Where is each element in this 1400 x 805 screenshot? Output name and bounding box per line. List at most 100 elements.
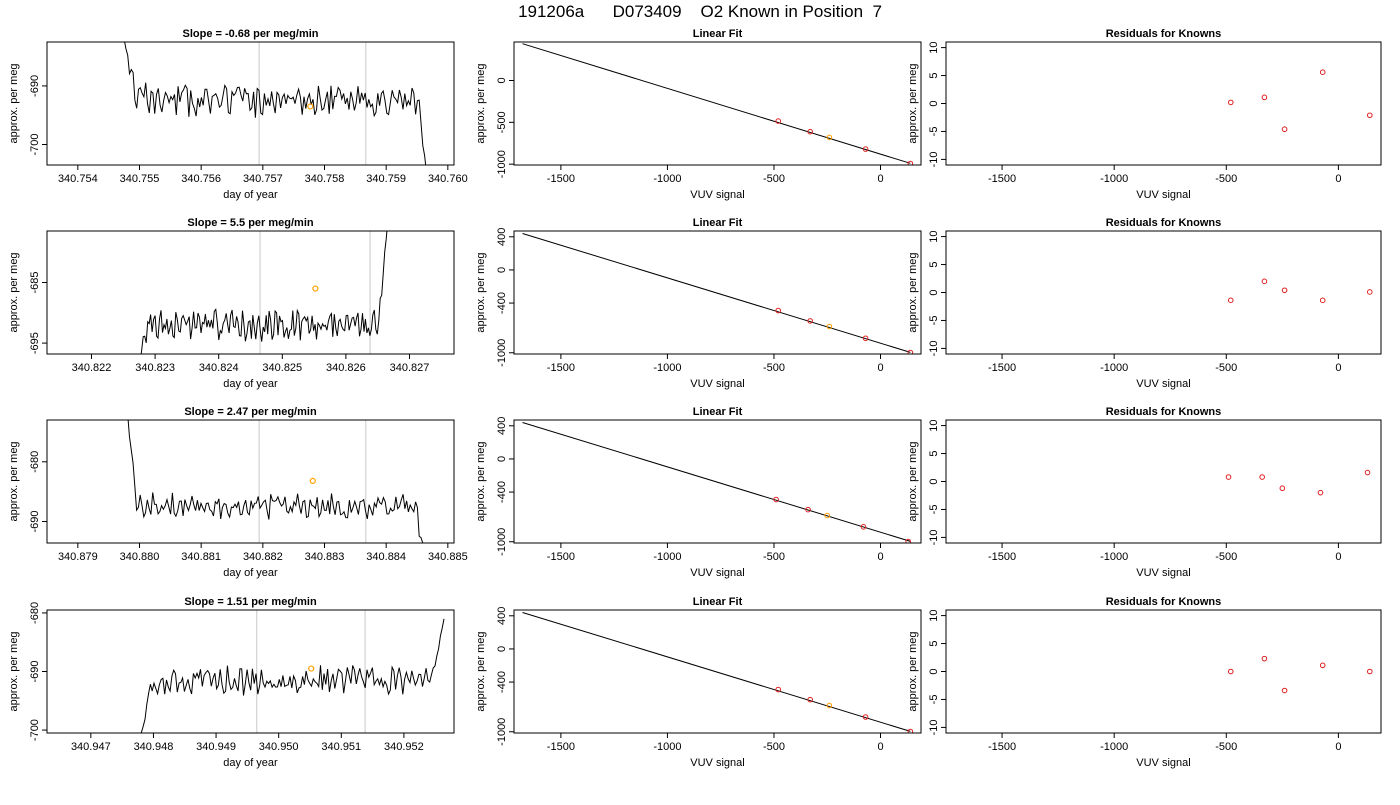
x-tick-label: -1500 <box>547 362 575 374</box>
x-axis-label: VUV signal <box>690 378 744 390</box>
plot-frame <box>46 609 455 734</box>
x-axis-label: VUV signal <box>690 189 744 201</box>
y-tick-label: -695 <box>29 332 41 354</box>
plot-area <box>127 420 424 543</box>
x-tick-label: 0 <box>877 362 883 374</box>
x-tick-label: -1000 <box>1100 173 1128 185</box>
data-point <box>1319 297 1326 304</box>
x-tick-label: 340.823 <box>135 362 175 374</box>
x-tick-label: 340.759 <box>366 173 406 185</box>
plot-area <box>522 233 914 354</box>
plot-area <box>1227 655 1373 694</box>
panel-2-2: Linear Fit -1500 -1000 -500 0 400 0 -400 -1000 VU… <box>475 217 922 390</box>
data-point <box>807 318 813 324</box>
x-axis-label: day of year <box>223 378 278 390</box>
x-tick-label: 340.827 <box>390 362 430 374</box>
x-tick-label: 340.949 <box>196 741 236 753</box>
x-tick-label: -1000 <box>653 362 681 374</box>
panel-3-2: Linear Fit -1500 -1000 -500 0 400 0 -400 -1000 VU… <box>475 406 922 579</box>
x-tick-label: 340.881 <box>181 551 221 563</box>
y-tick-label: 10 <box>928 41 940 53</box>
x-tick-label: 340.826 <box>326 362 366 374</box>
plot-frame <box>513 419 922 544</box>
y-tick-label: 0 <box>496 77 508 83</box>
fit-line <box>522 612 911 732</box>
plot-area <box>522 612 914 733</box>
data-point <box>775 686 782 693</box>
data-point <box>1261 94 1268 101</box>
x-axis-label: day of year <box>223 189 278 201</box>
y-tick-label: -1000 <box>496 718 508 746</box>
y-tick-label: -10 <box>928 151 940 167</box>
data-point <box>1281 687 1288 694</box>
y-tick-label: -10 <box>928 719 940 735</box>
x-tick-label: 340.884 <box>366 551 406 563</box>
y-tick-label: 5 <box>928 640 940 646</box>
marker-point <box>307 103 314 110</box>
data-point <box>907 728 914 733</box>
y-tick-label: -10 <box>928 529 940 545</box>
y-tick-label: 0 <box>496 456 508 462</box>
y-tick-label: 0 <box>928 100 940 106</box>
data-point <box>775 307 782 314</box>
fit-line <box>522 43 911 164</box>
x-tick-label: 0 <box>877 741 883 753</box>
fit-line <box>522 233 911 353</box>
y-tick-label: -690 <box>29 510 41 532</box>
panel-2-3: Residuals for Knowns -1500 -1000 -500 0 10 5 0 -… <box>907 217 1382 390</box>
plot-area <box>140 610 445 733</box>
y-axis-label: approx. per meg <box>475 441 487 521</box>
x-axis-label: VUV signal <box>1136 378 1190 390</box>
plot-frame <box>945 230 1382 355</box>
data-point <box>826 134 833 141</box>
y-tick-label: -5 <box>928 127 940 137</box>
x-tick-label: 340.756 <box>181 173 221 185</box>
x-tick-label: -500 <box>763 741 785 753</box>
y-tick-label: -5 <box>928 695 940 705</box>
x-axis-label: VUV signal <box>1136 189 1190 201</box>
y-tick-label: 5 <box>928 450 940 456</box>
x-tick-label: 340.950 <box>259 741 299 753</box>
panel-title: Residuals for Knowns <box>1106 406 1222 418</box>
y-axis-label: approx. per meg <box>8 631 20 711</box>
y-tick-label: 0 <box>928 289 940 295</box>
y-axis-label: approx. per meg <box>907 63 919 143</box>
data-point <box>1261 655 1268 662</box>
x-axis-label: day of year <box>223 567 278 579</box>
figure-title: 191206a D073409 O2 Known in Position 7 <box>518 2 882 21</box>
x-tick-label: -1000 <box>1100 551 1128 563</box>
data-point <box>805 506 811 513</box>
plot-frame <box>46 230 455 355</box>
x-tick-label: -1500 <box>988 173 1016 185</box>
y-tick-label: 400 <box>496 607 508 625</box>
data-point <box>1364 469 1371 476</box>
x-tick-label: 340.824 <box>199 362 239 374</box>
plot-frame <box>945 41 1382 166</box>
data-point <box>862 335 869 342</box>
panel-3-1: Slope = 2.47 per meg/min 340.879 340.880 34… <box>8 406 468 579</box>
y-tick-label: -700 <box>29 719 41 741</box>
y-tick-label: -500 <box>496 111 508 133</box>
y-tick-label: -400 <box>496 292 508 314</box>
series-line <box>140 231 388 354</box>
y-axis-label: approx. per meg <box>475 63 487 143</box>
x-tick-label: -1500 <box>547 173 575 185</box>
data-point <box>1259 474 1265 480</box>
x-tick-label: 340.754 <box>58 173 98 185</box>
x-tick-label: 340.822 <box>72 362 112 374</box>
x-tick-label: 340.952 <box>384 741 424 753</box>
x-tick-label: -1500 <box>988 551 1016 563</box>
y-tick-label: 10 <box>928 609 940 621</box>
plot-frame <box>46 419 455 544</box>
x-axis-label: VUV signal <box>690 757 744 769</box>
marker-point <box>309 477 316 485</box>
x-tick-label: -1000 <box>653 551 681 563</box>
panel-2-1: Slope = 5.5 per meg/min 340.822 340.823 340… <box>8 217 455 390</box>
y-axis-label: approx. per meg <box>907 252 919 332</box>
data-point <box>1281 287 1288 294</box>
x-tick-label: 340.758 <box>305 173 345 185</box>
panel-title: Linear Fit <box>693 406 743 418</box>
x-tick-label: 340.883 <box>305 551 345 563</box>
